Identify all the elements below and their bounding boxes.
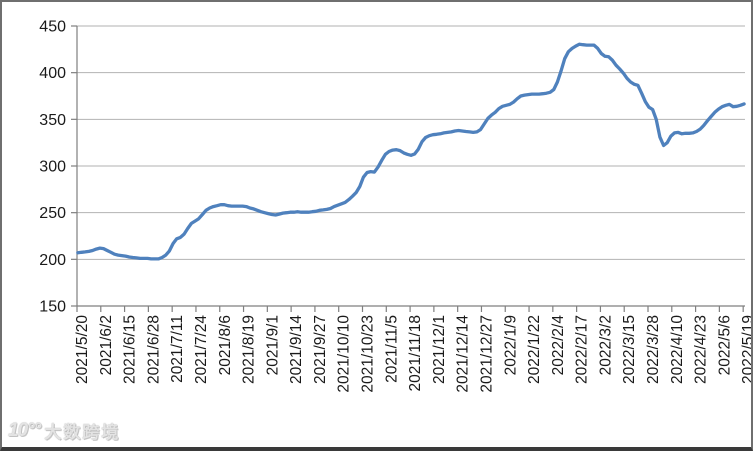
x-axis-label: 2021/6/2 xyxy=(98,315,115,375)
x-axis-label: 2021/11/18 xyxy=(407,315,424,391)
x-axis-label: 2022/3/15 xyxy=(621,315,638,384)
x-axis-label: 2021/11/5 xyxy=(383,315,400,383)
x-axis-label: 2022/1/22 xyxy=(526,315,543,384)
x-axis-label: 2021/6/28 xyxy=(145,315,162,384)
x-axis-label: 2021/6/15 xyxy=(122,315,139,384)
x-axis-label: 2022/3/2 xyxy=(597,315,614,375)
x-axis-label: 2022/1/9 xyxy=(502,315,519,375)
y-axis-label: 450 xyxy=(39,19,66,36)
y-axis-label: 200 xyxy=(39,252,66,269)
y-axis-label: 300 xyxy=(39,159,66,176)
x-axis-label: 2021/9/14 xyxy=(288,315,305,384)
x-axis-label: 2022/3/28 xyxy=(645,315,662,384)
x-axis-label: 2021/9/27 xyxy=(312,315,329,384)
x-axis-label: 2021/7/24 xyxy=(193,315,210,384)
x-axis-label: 2022/4/23 xyxy=(693,315,710,384)
x-axis-label: 2021/8/19 xyxy=(241,315,258,384)
x-axis-label: 2021/12/1 xyxy=(431,315,448,384)
series-line xyxy=(76,42,746,261)
x-axis-label: 2021/8/6 xyxy=(217,315,234,375)
y-axis-label: 150 xyxy=(39,299,66,316)
x-axis-label: 2022/2/17 xyxy=(574,315,591,384)
x-axis-label: 2022/5/6 xyxy=(716,315,733,375)
x-axis-label: 2021/5/20 xyxy=(74,315,91,384)
x-axis-label: 2022/2/4 xyxy=(550,315,567,376)
x-axis-label: 2021/9/1 xyxy=(264,315,281,375)
y-axis-label: 250 xyxy=(39,205,66,222)
x-axis-label: 2021/12/14 xyxy=(455,315,472,393)
x-axis-label: 2022/4/10 xyxy=(669,315,686,384)
x-axis-label: 2021/10/10 xyxy=(336,315,353,393)
y-axis-label: 400 xyxy=(39,65,66,82)
x-axis-label: 2022/5/19 xyxy=(740,315,753,384)
y-axis-label: 350 xyxy=(39,112,66,129)
x-axis-label: 2021/12/27 xyxy=(478,315,495,393)
x-axis-label: 2021/10/23 xyxy=(360,315,377,393)
x-axis-label: 2021/7/11 xyxy=(169,315,186,383)
